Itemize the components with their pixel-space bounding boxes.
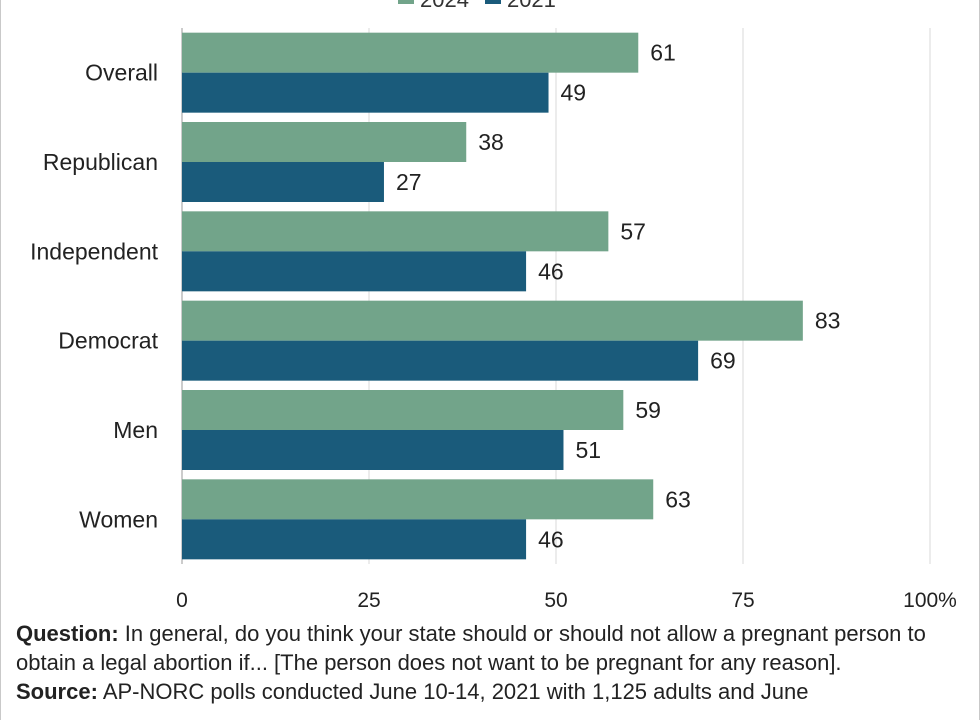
- legend-item-2024: 2024: [398, 0, 469, 11]
- category-label: Independent: [30, 238, 159, 264]
- legend: 2024 2021: [398, 0, 572, 11]
- category-label: Republican: [43, 149, 158, 175]
- legend-item-2021: 2021: [484, 0, 556, 11]
- data-label: 38: [478, 129, 504, 155]
- legend-label-2024: 2024: [420, 0, 469, 11]
- x-tick-labels: 0 25 50 75 100%: [176, 589, 957, 612]
- source-text: AP-NORC polls conducted June 10-14, 2021…: [102, 679, 809, 704]
- bar-2024-overall: [182, 32, 639, 73]
- data-label: 83: [815, 308, 841, 334]
- x-tick-label: 75: [731, 589, 754, 612]
- bar-chart: 61 49 38 27 57 46 83 69 59 51 63 46 Overall Republic…: [30, 28, 957, 612]
- question-text: In general, do you think your state shou…: [16, 621, 926, 675]
- data-label: 51: [575, 437, 601, 463]
- data-label: 49: [561, 80, 587, 106]
- category-label: Women: [79, 506, 158, 532]
- data-label: 46: [538, 526, 564, 552]
- grid-lines: [181, 28, 931, 564]
- data-label: 61: [650, 40, 676, 66]
- footnote: Question: In general, do you think your …: [16, 619, 966, 706]
- category-label: Men: [113, 417, 158, 443]
- data-label: 59: [635, 397, 661, 423]
- question-label: Question:: [16, 621, 119, 646]
- bar-2021-overall: [182, 72, 549, 113]
- bars: 61 49 38 27 57 46 83 69 59 51 63 46: [182, 32, 841, 560]
- source-note: Source: AP-NORC polls conducted June 10-…: [16, 677, 966, 706]
- category-label: Democrat: [58, 328, 158, 354]
- source-label: Source:: [16, 679, 98, 704]
- legend-swatch-2024: [398, 0, 414, 4]
- bar-2024-republican: [182, 122, 467, 162]
- category-labels: Overall Republican Independent Democrat Men W…: [30, 60, 159, 533]
- data-label: 46: [538, 258, 564, 284]
- bar-2021-independent: [182, 251, 527, 292]
- data-label: 63: [665, 486, 691, 512]
- bar-2021-men: [182, 430, 564, 470]
- legend-swatch-2021: [484, 0, 501, 4]
- bar-2021-women: [182, 519, 527, 560]
- question-note: Question: In general, do you think your …: [16, 619, 966, 677]
- bar-2024-men: [182, 390, 624, 430]
- data-label: 57: [620, 218, 646, 244]
- x-tick-label: 100%: [903, 589, 957, 612]
- bar-2021-republican: [182, 162, 384, 202]
- bar-2024-democrat: [182, 300, 803, 341]
- data-label: 69: [710, 348, 736, 374]
- x-tick-label: 50: [544, 589, 567, 612]
- bar-2024-independent: [182, 211, 609, 252]
- x-tick-label: 25: [357, 589, 380, 612]
- bar-2024-women: [182, 479, 654, 520]
- data-label: 27: [396, 169, 422, 195]
- bar-2021-democrat: [182, 340, 699, 381]
- category-label: Overall: [85, 60, 158, 86]
- legend-label-2021: 2021: [507, 0, 556, 11]
- x-tick-label: 0: [176, 589, 188, 612]
